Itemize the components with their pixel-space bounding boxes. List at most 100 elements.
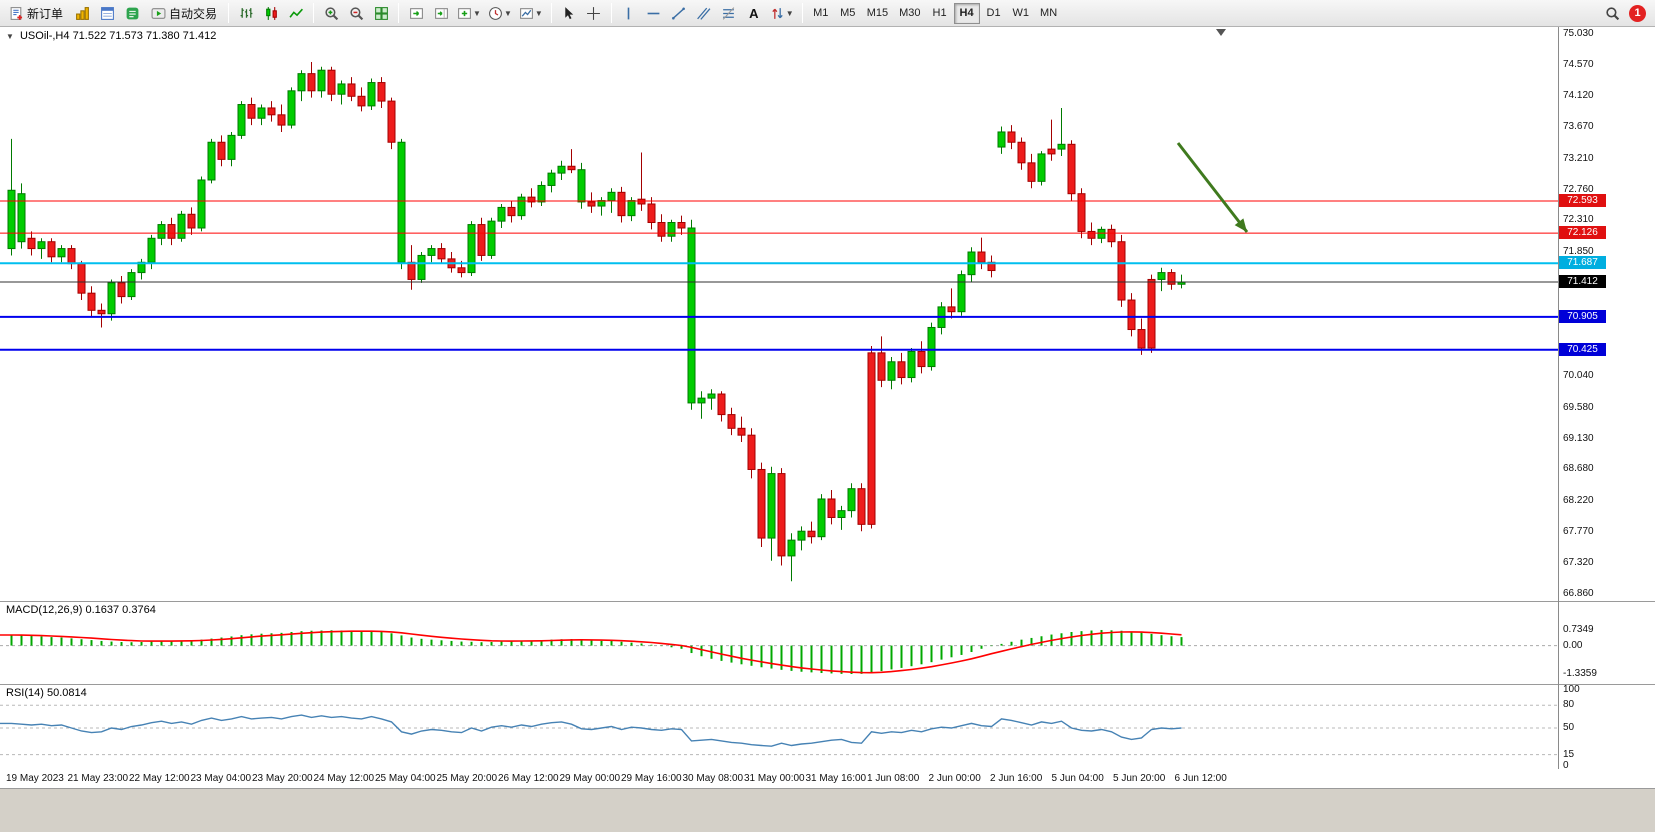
trendline-tool-button[interactable] [667,2,691,25]
chart-canvas[interactable] [0,27,1655,788]
price-axis[interactable]: 72.593 72.126 71.687 71.412 70.905 70.425 75.0… [1558,27,1655,771]
timeframe-m30-button[interactable]: M30 [899,7,921,19]
timeframe-h1-button[interactable]: H1 [932,7,947,19]
price-axis-label: 69.130 [1563,432,1594,444]
market-watch-icon [100,6,114,20]
price-axis-label: 74.570 [1563,59,1594,71]
vertical-line-tool-button[interactable] [617,2,641,25]
chevron-down-icon: ▼ [503,8,512,18]
clock-icon [489,6,502,20]
toolbar-separator [228,3,230,23]
crosshair-icon [587,6,601,20]
channel-tool-button[interactable] [692,2,716,25]
status-bar [0,788,1655,832]
time-axis-label: 29 May 00:00 [559,773,621,784]
rsi-axis-label: 50 [1563,722,1575,733]
data-window-button[interactable] [120,2,144,25]
new-chart-button[interactable]: ▼ [454,2,484,25]
search-icon [1605,6,1619,20]
rsi-label: RSI(14) 50.0814 [6,687,87,699]
macd-axis-label: -1.3359 [1563,667,1597,679]
data-window-icon [126,7,138,19]
chart-area[interactable]: ▼ USOil-,H4 71.522 71.573 71.380 71.412 … [0,27,1655,788]
trendline-icon [672,7,686,19]
rsi-panel-separator[interactable] [0,684,1655,685]
chevron-down-icon: ▼ [473,8,481,18]
price-axis-label: 67.770 [1563,525,1594,537]
toolbar-separator [610,3,612,23]
bar-chart-type-button[interactable] [234,2,258,25]
chevron-down-icon: ▼ [785,8,794,18]
crosshair-tool-button[interactable] [582,2,606,25]
macd-panel-separator[interactable] [0,601,1655,602]
time-axis-label: 24 May 12:00 [313,773,375,784]
fibonacci-tool-button[interactable] [717,2,741,25]
timeframe-m5-button[interactable]: M5 [840,7,856,19]
cursor-tool-button[interactable] [557,2,581,25]
vertical-line-icon [627,7,630,19]
candlestick-type-button[interactable] [259,2,283,25]
new-order-button[interactable]: 新订单 [3,2,69,25]
auto-scroll-button[interactable] [404,2,428,25]
timeframe-h4-button[interactable]: H4 [953,2,980,24]
toolbar-separator [313,3,315,23]
timeframe-d1-button[interactable]: D1 [986,7,1001,19]
cursor-icon [565,6,574,19]
auto-trading-icon [151,7,166,19]
notification-badge[interactable]: 1 [1629,4,1646,22]
time-axis-label: 25 May 20:00 [436,773,498,784]
time-axis-label: 26 May 12:00 [498,773,559,784]
time-axis[interactable]: 19 May 2023 21 May 23:00 22 May 12:00 23 Ma… [0,769,1655,788]
timeframe-w1-button[interactable]: W1 [1012,7,1030,19]
main-toolbar: 新订单 自动交易 [0,0,1655,27]
arrows-tool-button[interactable]: ▼ [767,2,797,25]
new-order-icon [10,6,23,20]
price-axis-label: 70.040 [1563,370,1594,382]
chart-profiles-button[interactable] [70,2,94,25]
line-chart-type-icon [288,8,303,18]
periods-button[interactable]: ▼ [485,2,515,25]
line-chart-type-button[interactable] [284,2,308,25]
rsi-axis-label: 80 [1563,699,1575,711]
timeframe-m1-button[interactable]: M1 [813,7,829,19]
price-badge: 72.126 [1559,226,1606,240]
price-axis-label: 72.310 [1563,214,1594,226]
time-axis-label: 31 May 16:00 [805,773,867,784]
price-axis-label: 74.120 [1563,90,1594,102]
price-axis-label: 73.210 [1563,152,1594,164]
rsi-axis-label: 15 [1563,748,1575,760]
new-order-label: 新订单 [27,6,64,21]
symbol-title: USOil-,H4 [19,30,70,42]
macd-label: MACD(12,26,9) 0.1637 0.3764 [6,604,156,616]
market-watch-button[interactable] [95,2,119,25]
chart-shift-marker[interactable] [1216,29,1226,36]
zoom-in-button[interactable] [319,2,343,25]
timeframe-mn-button[interactable]: MN [1040,7,1058,19]
horizontal-line-icon [647,12,660,14]
templates-button[interactable]: ▼ [516,2,546,25]
horizontal-line-tool-button[interactable] [642,2,666,25]
time-axis-label: 5 Jun 04:00 [1051,773,1104,784]
time-axis-label: 19 May 2023 [6,773,64,784]
price-badge: 70.905 [1559,309,1606,323]
toolbar-separator [801,3,803,23]
search-button[interactable] [1600,2,1624,25]
price-badge: 70.425 [1559,342,1606,356]
time-axis-label: 30 May 08:00 [682,773,744,784]
rsi-axis-label: 0 [1563,760,1569,771]
price-axis-label: 69.580 [1563,401,1594,413]
text-tool-button[interactable]: A [742,2,766,25]
tile-windows-button[interactable] [369,2,393,25]
auto-trading-button[interactable]: 自动交易 [145,2,223,25]
symbol-ohlc-label: ▼ USOil-,H4 71.522 71.573 71.380 71.412 [6,30,216,42]
macd-axis-label: 0.00 [1563,639,1583,651]
rsi-axis-label: 100 [1563,684,1580,695]
new-chart-icon [458,7,471,19]
timeframe-m15-button[interactable]: M15 [866,7,889,19]
price-axis-border [1558,27,1559,769]
zoom-out-button[interactable] [344,2,368,25]
chart-shift-button[interactable] [429,2,453,25]
auto-trading-label: 自动交易 [169,6,218,21]
tile-windows-icon [374,6,388,20]
